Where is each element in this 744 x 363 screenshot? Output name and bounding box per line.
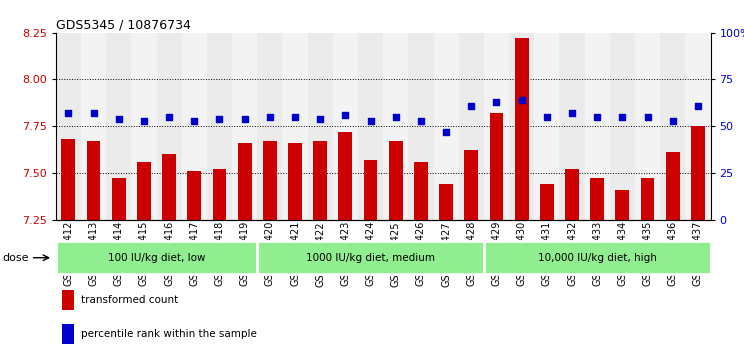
Bar — [439, 184, 453, 220]
Point — [692, 103, 704, 109]
Bar — [490, 113, 504, 220]
Bar — [534, 33, 559, 220]
Bar — [313, 141, 327, 220]
Point — [541, 114, 553, 120]
Bar — [257, 241, 484, 274]
Bar — [213, 169, 226, 220]
Bar — [187, 171, 201, 220]
Bar — [339, 132, 353, 220]
Bar — [615, 190, 629, 220]
Bar — [162, 154, 176, 220]
Bar — [232, 33, 257, 220]
Point — [113, 116, 125, 122]
Bar — [459, 33, 484, 220]
Bar — [56, 33, 81, 220]
Bar — [559, 33, 585, 220]
Point — [566, 110, 578, 116]
Point — [516, 97, 527, 103]
Bar — [137, 162, 151, 220]
Bar — [238, 143, 251, 220]
Point — [239, 116, 251, 122]
Bar — [283, 33, 307, 220]
Bar — [132, 33, 156, 220]
Bar — [333, 33, 358, 220]
Bar — [62, 325, 74, 344]
Text: 10,000 IU/kg diet, high: 10,000 IU/kg diet, high — [538, 253, 657, 263]
Point — [214, 116, 225, 122]
Point — [314, 116, 326, 122]
Bar — [389, 141, 403, 220]
Point — [188, 118, 200, 123]
Text: 1000 IU/kg diet, medium: 1000 IU/kg diet, medium — [306, 253, 435, 263]
Point — [365, 118, 376, 123]
Bar — [62, 139, 75, 220]
Bar — [288, 143, 302, 220]
Bar — [364, 160, 377, 220]
Point — [591, 114, 603, 120]
Point — [465, 103, 477, 109]
Bar — [106, 33, 132, 220]
Bar — [585, 33, 610, 220]
Point — [390, 114, 402, 120]
Bar — [81, 33, 106, 220]
Bar — [62, 290, 74, 310]
Text: dose: dose — [3, 253, 29, 263]
Point — [289, 114, 301, 120]
Bar — [408, 33, 434, 220]
Bar — [358, 33, 383, 220]
Bar — [112, 179, 126, 220]
Bar — [86, 141, 100, 220]
Bar — [540, 184, 554, 220]
Point — [339, 112, 351, 118]
Bar — [691, 126, 705, 220]
Point — [667, 118, 679, 123]
Text: GDS5345 / 10876734: GDS5345 / 10876734 — [56, 19, 190, 32]
Text: percentile rank within the sample: percentile rank within the sample — [80, 329, 257, 339]
Bar — [610, 33, 635, 220]
Text: transformed count: transformed count — [80, 295, 178, 305]
Bar — [635, 33, 660, 220]
Bar — [414, 162, 428, 220]
Bar — [182, 33, 207, 220]
Bar — [464, 150, 478, 220]
Bar — [434, 33, 459, 220]
Bar — [257, 33, 283, 220]
Bar — [263, 141, 277, 220]
Bar — [307, 33, 333, 220]
Bar — [484, 241, 711, 274]
Point — [440, 129, 452, 135]
Text: 100 IU/kg diet, low: 100 IU/kg diet, low — [108, 253, 205, 263]
Bar — [383, 33, 408, 220]
Bar — [685, 33, 711, 220]
Point — [138, 118, 150, 123]
Bar — [56, 241, 257, 274]
Bar — [509, 33, 534, 220]
Point — [88, 110, 100, 116]
Point — [415, 118, 427, 123]
Bar — [641, 179, 655, 220]
Bar — [207, 33, 232, 220]
Bar — [590, 179, 604, 220]
Bar — [565, 169, 579, 220]
Bar — [660, 33, 685, 220]
Point — [62, 110, 74, 116]
Point — [264, 114, 276, 120]
Point — [490, 99, 502, 105]
Bar — [666, 152, 680, 220]
Bar — [484, 33, 509, 220]
Point — [163, 114, 175, 120]
Bar — [156, 33, 182, 220]
Bar — [515, 38, 528, 220]
Point — [641, 114, 653, 120]
Point — [617, 114, 629, 120]
